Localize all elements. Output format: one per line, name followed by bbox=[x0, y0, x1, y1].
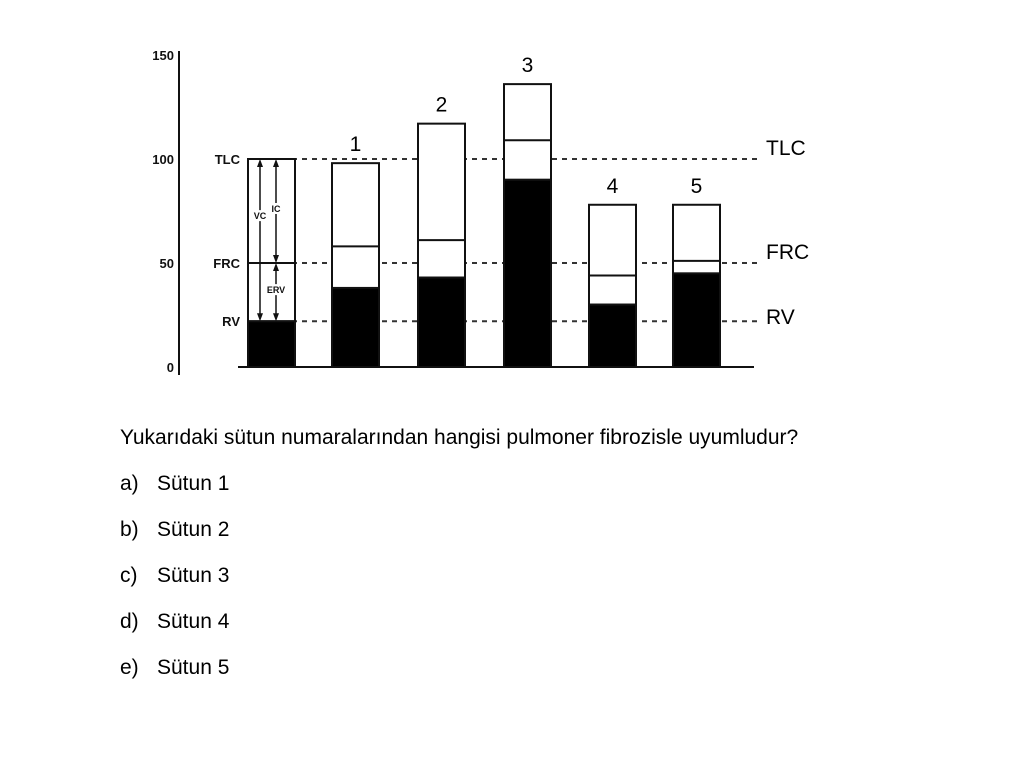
bar-5-rv-segment bbox=[672, 272, 721, 368]
ic-arrow-head-top bbox=[273, 159, 279, 167]
erv-label: ERV bbox=[267, 285, 285, 295]
bar-1-rv-segment bbox=[331, 286, 380, 368]
bar-1-number: 1 bbox=[350, 133, 362, 156]
vc-label-bg bbox=[250, 210, 270, 222]
option-a[interactable]: a) Sütun 1 bbox=[120, 469, 840, 499]
bar-2-number: 2 bbox=[436, 94, 448, 117]
bar-2-rv-segment bbox=[417, 276, 466, 368]
vc-label: VC bbox=[254, 211, 267, 221]
reference-label-frc: FRC bbox=[213, 256, 240, 271]
chart-labels: TLC FRC RV 1 2 3 4 5 TLC FRC RV bbox=[213, 54, 809, 329]
option-text: Sütun 4 bbox=[157, 610, 230, 633]
bar-5-number: 5 bbox=[691, 175, 703, 198]
bars-group bbox=[331, 83, 721, 369]
lung-volumes-chart: 150 100 50 0 VC IC ERV TLC FRC RV 1 2 3 4 5 TLC FRC RV bbox=[152, 48, 809, 375]
option-letter: e) bbox=[120, 656, 139, 679]
bar-4-volume-segment bbox=[588, 203, 637, 306]
option-letter: a) bbox=[120, 472, 139, 495]
bar-3-rv-segment bbox=[503, 178, 552, 368]
option-letter: d) bbox=[120, 610, 139, 633]
option-d[interactable]: d) Sütun 4 bbox=[120, 607, 840, 637]
ic-label: IC bbox=[272, 204, 282, 214]
option-text: Sütun 3 bbox=[157, 564, 230, 587]
answer-options: a) Sütun 1 b) Sütun 2 c) Sütun 3 d) Sütu… bbox=[120, 469, 840, 683]
right-label-tlc: TLC bbox=[766, 137, 806, 160]
y-tick-label: 150 bbox=[152, 48, 174, 63]
option-text: Sütun 1 bbox=[157, 472, 230, 495]
bar-4-number: 4 bbox=[607, 175, 619, 198]
normal-volume-segment bbox=[247, 158, 296, 323]
option-b[interactable]: b) Sütun 2 bbox=[120, 515, 840, 545]
y-tick-label: 50 bbox=[160, 256, 174, 271]
bar-5-volume-segment bbox=[672, 203, 721, 275]
bar-1-volume-segment bbox=[331, 162, 380, 289]
bar-2-volume-segment bbox=[417, 122, 466, 279]
normal-column-group: VC IC ERV bbox=[247, 158, 296, 368]
option-text: Sütun 5 bbox=[157, 656, 230, 679]
bar-4-rv-segment bbox=[588, 303, 637, 369]
ic-label-bg bbox=[268, 203, 284, 214]
question-text: Yukarıdaki sütun numaralarından hangisi … bbox=[120, 426, 799, 449]
vc-arrow-head-bottom bbox=[257, 313, 263, 322]
erv-arrow-head-top bbox=[273, 263, 279, 271]
ic-arrow-head-bottom bbox=[273, 255, 279, 263]
bar-3-volume-segment bbox=[503, 83, 552, 181]
option-text: Sütun 2 bbox=[157, 518, 230, 541]
vc-arrow-head-top bbox=[257, 159, 263, 167]
option-e[interactable]: e) Sütun 5 bbox=[120, 653, 840, 683]
option-c[interactable]: c) Sütun 3 bbox=[120, 561, 840, 591]
reference-label-tlc: TLC bbox=[215, 152, 241, 167]
question-block: Yukarıdaki sütun numaralarından hangisi … bbox=[120, 423, 840, 683]
normal-rv-segment bbox=[247, 320, 296, 368]
erv-arrow-head-bottom bbox=[273, 313, 279, 322]
y-tick-label: 100 bbox=[152, 152, 174, 167]
chart-axis: 150 100 50 0 bbox=[152, 48, 754, 375]
y-tick-label: 0 bbox=[167, 360, 174, 375]
erv-label-bg bbox=[264, 284, 288, 296]
option-letter: c) bbox=[120, 564, 138, 587]
option-letter: b) bbox=[120, 518, 139, 541]
reference-label-rv: RV bbox=[222, 314, 240, 329]
bar-3-number: 3 bbox=[522, 54, 534, 77]
right-label-rv: RV bbox=[766, 306, 795, 329]
right-label-frc: FRC bbox=[766, 241, 809, 264]
